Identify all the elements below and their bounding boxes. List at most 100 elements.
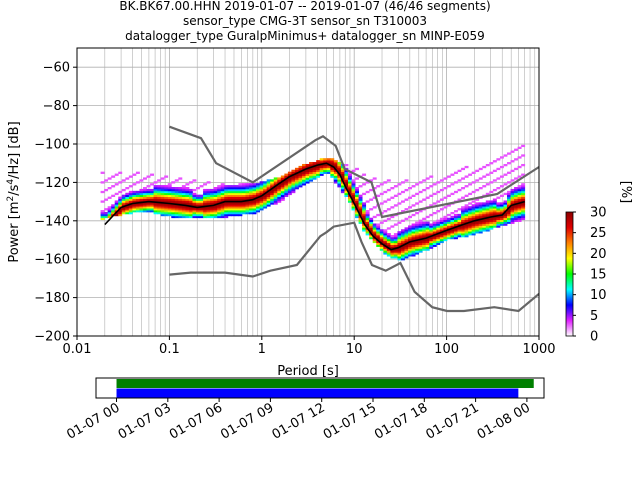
density-cell [492,169,497,173]
density-cell [171,213,176,217]
density-cell [446,175,451,178]
density-cell [326,167,331,171]
density-cell [521,206,526,209]
density-cell [150,206,154,209]
density-cell [365,231,370,234]
density-cell [439,188,444,192]
density-cell [312,173,317,176]
density-cell [160,190,165,194]
density-cell [372,215,377,219]
density-cell [185,206,190,209]
density-cell [386,208,391,211]
density-cell [234,190,239,194]
density-cell [287,171,292,174]
density-cell [263,190,268,194]
density-cell [150,188,154,192]
density-cell [241,190,246,194]
density-cell [238,210,243,213]
density-cell [499,175,504,178]
density-cell [415,231,420,234]
density-cell [450,223,455,226]
mean-psd-curve [104,162,525,251]
density-cell [128,210,133,213]
density-cell [142,177,147,180]
density-cell [464,213,469,217]
density-cell [263,181,268,184]
density-cell [224,188,229,192]
density-cell [178,210,183,213]
density-cell [210,192,215,196]
density-cell [464,233,469,236]
density-cell [397,235,402,238]
density-cell [203,213,208,217]
density-cell [273,190,278,194]
density-cell [429,229,434,232]
density-cell [514,215,519,219]
density-cell [454,171,458,174]
density-cell [446,204,451,207]
density-cell [266,179,271,182]
density-cell [270,183,275,186]
density-cell [436,190,441,194]
density-cell [199,196,204,199]
density-cell [121,194,126,197]
density-cell [400,240,405,244]
density-cell [167,185,172,188]
density-cell [439,223,444,226]
density-cell [376,244,381,247]
density-cell [160,185,165,188]
density-cell [386,227,391,230]
density-cell [174,192,179,196]
density-cell [369,188,374,192]
density-cell [167,208,172,211]
density-cell [439,236,444,240]
density-cell [482,219,487,222]
density-cell [220,198,225,201]
density-cell [231,196,236,199]
density-cell [273,188,278,192]
density-cell [386,235,391,238]
density-cell [344,179,349,182]
density-cell [273,198,278,201]
density-cell [227,204,232,207]
density-cell [429,175,434,178]
density-cell [171,187,176,190]
density-cell [164,208,169,211]
density-cell [390,240,395,244]
density-cell [415,192,420,196]
density-cell [386,233,391,236]
density-cell [439,240,444,244]
density-cell [418,221,423,224]
y-tick-label: −160 [34,253,70,268]
density-cell [418,219,423,222]
density-cell [478,219,483,222]
density-cell [245,187,250,190]
density-cell [337,163,342,167]
density-cell [510,150,515,153]
density-cell [252,185,257,188]
density-cell [188,196,193,199]
density-cell [192,211,197,215]
density-cell [464,175,469,178]
density-cell [379,240,384,244]
density-cell [369,219,374,222]
density-cell [196,215,200,219]
density-cell [256,183,261,186]
density-cell [259,181,264,184]
density-cell [514,196,519,199]
density-cell [351,181,356,184]
density-cell [376,194,381,197]
density-cell [499,219,504,222]
density-cell [478,202,483,205]
density-cell [178,190,183,194]
density-cell [496,206,501,209]
density-cell [227,196,232,199]
density-cell [425,248,430,251]
density-cell [111,211,116,215]
density-cell [496,221,501,224]
density-cell [280,175,285,178]
density-cell [457,233,462,236]
density-cell [171,196,176,199]
density-cell [425,233,430,236]
density-cell [489,206,494,209]
